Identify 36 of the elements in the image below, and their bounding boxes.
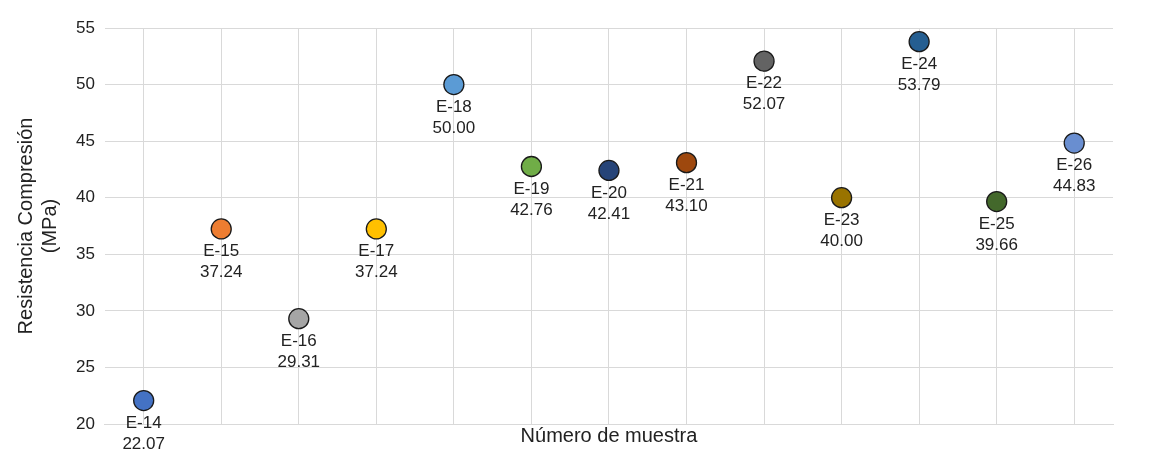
- point: [675, 151, 698, 174]
- point: [753, 50, 775, 72]
- data-label: E-22 52.07: [742, 73, 786, 114]
- y-tick-label: 25: [75, 357, 95, 377]
- point: [210, 218, 232, 240]
- data-label: E-17 37.24: [355, 241, 398, 282]
- y-tick-label: 20: [75, 413, 95, 433]
- point: [288, 308, 310, 330]
- data-label: E-14 22.07: [122, 412, 165, 453]
- point: [365, 218, 387, 240]
- data-label: E-23 40.00: [820, 209, 863, 250]
- data-label: E-25 39.66: [975, 213, 1018, 254]
- y-tick-label: 50: [75, 74, 95, 94]
- point: [598, 159, 620, 182]
- point: [986, 190, 1008, 213]
- y-tick-label: 55: [75, 17, 95, 37]
- data-label: E-24 53.79: [897, 53, 941, 94]
- y-axis-title: Resistencia Compresión (MPa): [13, 117, 60, 335]
- data-label: E-20 42.41: [587, 182, 631, 223]
- y-tick-label: 30: [75, 300, 95, 320]
- data-label: E-15 37.24: [199, 241, 243, 282]
- data-label: E-18 50.00: [432, 96, 476, 137]
- y-tick-label: 40: [75, 187, 95, 207]
- point: [1063, 132, 1085, 154]
- data-label: E-19 42.76: [510, 178, 553, 219]
- data-label: E-26 44.83: [1052, 155, 1096, 196]
- point: [830, 187, 853, 209]
- y-tick-label: 35: [75, 243, 95, 263]
- point: [908, 31, 930, 53]
- y-tick-label: 45: [75, 130, 95, 150]
- point: [133, 389, 155, 412]
- data-label: E-21 43.10: [665, 174, 708, 215]
- point: [443, 73, 465, 96]
- data-label: E-16 29.31: [277, 330, 321, 371]
- x-axis-title: Número de muestra: [520, 423, 699, 446]
- point: [520, 155, 543, 178]
